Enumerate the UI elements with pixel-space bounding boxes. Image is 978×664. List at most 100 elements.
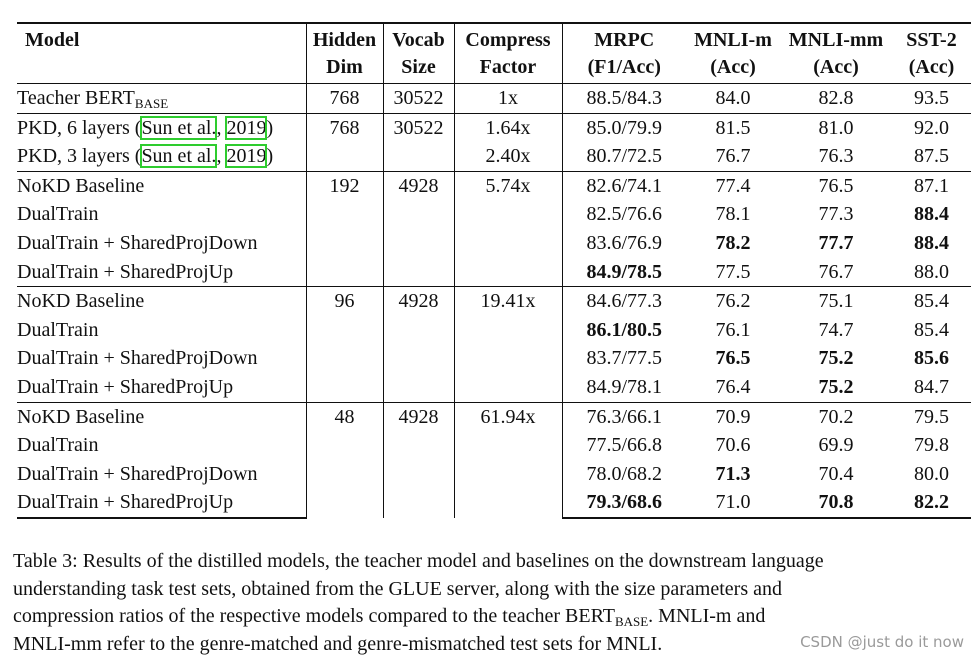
mnli-m-value: 76.2 [686, 286, 780, 316]
model-name: NoKD Baseline [17, 401, 307, 432]
hidden-dim-value: 768 [306, 112, 384, 172]
sst-2-value: 80.0 [914, 462, 949, 485]
hidden-dim-value: 768 [306, 83, 384, 114]
header-mrpc: MRPC (F1/Acc) [562, 22, 686, 84]
mnli-m-value: 71.3 [715, 462, 751, 485]
vocab-size-value: 4928 [383, 401, 455, 518]
sst-2-value: 85.4 [914, 318, 949, 341]
table-row-teacher: Teacher BERTBASE 768 30522 1x 88.5/84.3 … [17, 83, 971, 114]
sst-2-value: 87.1 [892, 170, 971, 201]
mrpc-value: 79.3/68.6 [562, 488, 686, 519]
table-row-pkd-3: PKD, 3 layers (Sun et al., 2019) 2.40x 8… [17, 142, 971, 172]
sst-2-value: 84.7 [914, 375, 949, 398]
sst-2-value: 87.5 [914, 145, 949, 168]
table-row: DualTrain + SharedProjUp 84.9/78.5 77.5 … [17, 257, 971, 287]
results-table-container: Model Hidden Dim Vocab Size Compress Factor… [17, 22, 971, 519]
sst-2-value: 85.4 [892, 286, 971, 316]
sst-2-value: 88.4 [914, 231, 949, 254]
citation-link-year[interactable]: 2019 [225, 144, 268, 169]
model-name: DualTrain + SharedProjUp [17, 257, 307, 287]
caption-line: MNLI-mm refer to the genre-matched and g… [13, 632, 663, 655]
sst-2-value: 88.4 [914, 203, 949, 226]
mnli-mm-value: 70.4 [818, 462, 854, 485]
table-row: DualTrain 77.5/66.8 70.6 69.9 79.8 [17, 431, 971, 460]
mnli-m-value: 77.4 [686, 170, 780, 201]
vocab-size-value: 30522 [383, 112, 455, 172]
mrpc-value: 84.9/78.1 [586, 375, 663, 398]
results-table: Model Hidden Dim Vocab Size Compress Factor… [17, 22, 971, 519]
header-hidden-dim: Hidden Dim [306, 22, 384, 84]
compress-factor-value: 19.41x [454, 286, 563, 403]
model-name: DualTrain + SharedProjUp [17, 372, 307, 403]
mnli-mm-value: 76.5 [780, 170, 892, 201]
table-row: DualTrain + SharedProjUp 84.9/78.1 76.4 … [17, 372, 971, 403]
table-row-pkd-6: PKD, 6 layers (Sun et al., 2019) 768 305… [17, 112, 971, 172]
model-name: NoKD Baseline [17, 286, 307, 316]
mrpc-value: 84.9/78.5 [586, 260, 663, 283]
model-name: DualTrain [17, 315, 307, 345]
mrpc-value: 86.1/80.5 [586, 318, 663, 341]
mnli-mm-value: 70.8 [780, 488, 892, 519]
mnli-m-value: 70.6 [715, 434, 751, 457]
mnli-mm-value: 75.2 [818, 347, 854, 370]
compress-factor-value: 1x [454, 83, 563, 114]
mrpc-value: 77.5/66.8 [586, 434, 663, 457]
mnli-m-value: 76.7 [715, 145, 751, 168]
mnli-m-value: 76.5 [715, 347, 751, 370]
vocab-size-value: 4928 [383, 286, 455, 403]
table-row: DualTrain + SharedProjUp 79.3/68.6 71.0 … [17, 488, 971, 519]
mnli-mm-value: 74.7 [818, 318, 854, 341]
mnli-m-value: 81.5 [686, 112, 780, 143]
mnli-mm-value: 70.2 [780, 401, 892, 432]
sst-2-value: 79.8 [914, 434, 949, 457]
mnli-m-value: 70.9 [686, 401, 780, 432]
header-compress-factor: Compress Factor [454, 22, 563, 84]
compress-factor-value: 61.94x [454, 401, 563, 518]
mnli-mm-value: 75.1 [780, 286, 892, 316]
caption-line: compression ratios of the respective mod… [13, 605, 766, 629]
mnli-mm-value: 75.2 [818, 375, 854, 398]
mnli-m-value: 78.2 [715, 231, 751, 254]
citation-link-author[interactable]: Sun et al. [140, 115, 218, 140]
mnli-m-value: 78.1 [715, 203, 751, 226]
model-name: DualTrain [17, 200, 307, 229]
mnli-m-value: 76.1 [715, 318, 751, 341]
sst-2-value: 85.6 [914, 347, 949, 370]
table-row: DualTrain 86.1/80.5 76.1 74.7 85.4 [17, 315, 971, 345]
mrpc-value: 83.7/77.5 [586, 347, 663, 370]
model-name: PKD, 3 layers (Sun et al., 2019) [17, 142, 307, 172]
table-row: NoKD Baseline 192 4928 5.74x 82.6/74.1 7… [17, 170, 971, 287]
mnli-mm-value: 77.7 [818, 231, 854, 254]
sst-2-value: 79.5 [892, 401, 971, 432]
mnli-m-value: 76.4 [715, 375, 751, 398]
model-name: DualTrain + SharedProjDown [17, 228, 307, 258]
sst-2-value: 82.2 [892, 488, 971, 519]
compress-factor-value: 1.64x [454, 112, 563, 143]
model-name: Teacher BERTBASE [17, 83, 307, 114]
table-row: DualTrain + SharedProjDown 83.6/76.9 78.… [17, 228, 971, 258]
mnli-mm-value: 76.3 [818, 145, 854, 168]
mnli-mm-value: 81.0 [780, 112, 892, 143]
vocab-size-value: 4928 [383, 170, 455, 287]
mnli-mm-value: 69.9 [818, 434, 854, 457]
compress-factor-value: 2.40x [454, 142, 563, 172]
model-name: NoKD Baseline [17, 170, 307, 201]
mrpc-value: 82.5/76.6 [586, 203, 663, 226]
table-row: DualTrain + SharedProjDown 83.7/77.5 76.… [17, 344, 971, 373]
caption-line: Table 3: Results of the distilled models… [13, 550, 824, 572]
header-sst-2: SST-2 (Acc) [892, 22, 971, 84]
mrpc-value: 84.6/77.3 [562, 286, 686, 316]
caption-line: understanding task test sets, obtained f… [13, 577, 782, 600]
mrpc-value: 76.3/66.1 [562, 401, 686, 432]
table-caption: Table 3: Results of the distilled models… [13, 548, 965, 658]
citation-link-author[interactable]: Sun et al. [140, 144, 218, 169]
sst-2-value: 93.5 [914, 87, 949, 109]
vocab-size-value: 30522 [383, 83, 455, 114]
table-row: DualTrain 82.5/76.6 78.1 77.3 88.4 [17, 200, 971, 229]
hidden-dim-value: 192 [306, 170, 384, 287]
model-name: PKD, 6 layers (Sun et al., 2019) [17, 112, 307, 143]
citation-link-year[interactable]: 2019 [225, 115, 268, 140]
hidden-dim-value: 96 [306, 286, 384, 403]
mnli-mm-value: 76.7 [818, 260, 854, 283]
table-row: DualTrain + SharedProjDown 78.0/68.2 71.… [17, 459, 971, 489]
